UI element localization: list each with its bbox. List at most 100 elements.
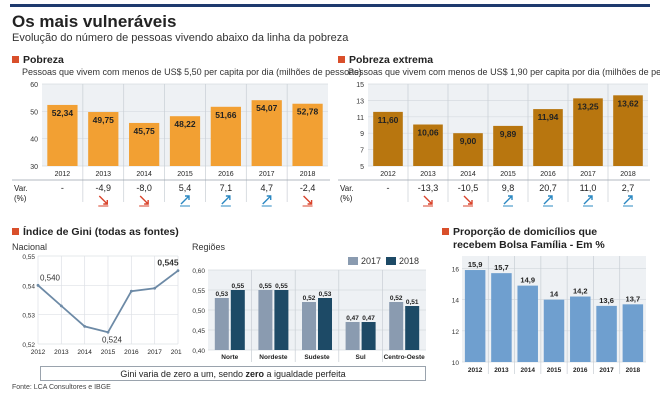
gini-nacional-chart: 0,52 0,53 0,54 0,55 2012 2013 2014 2015 2016 2017…: [22, 254, 182, 356]
gini-point: [59, 304, 63, 308]
var-value: -8,0: [136, 183, 152, 193]
gini-note-pre: Gini varia de zero a um, sendo: [120, 369, 246, 379]
bar-2017: [345, 322, 360, 350]
bar: [533, 109, 563, 166]
bar: [129, 122, 160, 166]
extrema-chart: 5 7 9 11 13 15 11,60 2012 - 10,06 2013 -13,3 9,00 201…: [338, 82, 650, 207]
top-rule: [10, 4, 650, 7]
gini-heading-text: Índice de Gini (todas as fontes): [23, 226, 179, 238]
arrow-down-icon: [302, 195, 313, 207]
bar: [453, 133, 483, 166]
x-tick-label: Sudeste: [304, 354, 330, 361]
section-marker-icon: [12, 228, 19, 235]
x-tick-label: Sul: [356, 354, 366, 361]
bar-value-label: 14,9: [520, 276, 535, 285]
var-value: -4,9: [96, 183, 112, 193]
bar-2018: [318, 298, 332, 350]
y-tick-label: 0,50: [192, 308, 205, 315]
y-tick-label: 11: [357, 115, 364, 122]
pobreza-heading-text: Pobreza: [23, 54, 64, 66]
bar-value-label: 0,51: [406, 299, 419, 306]
x-tick-label: 2017: [259, 171, 275, 178]
x-tick-label: 2013: [54, 349, 69, 356]
x-tick-label: Centro-Oeste: [384, 354, 426, 361]
section-marker-icon: [442, 228, 449, 235]
y-tick-label: 16: [452, 266, 460, 273]
var-value: 7,1: [220, 183, 233, 193]
arrow-down-icon: [98, 195, 109, 207]
y-tick-label: 15: [356, 82, 364, 89]
extrema-heading: Pobreza extrema: [338, 54, 433, 66]
bar-2017: [302, 302, 316, 350]
bar-value-label: 0,53: [319, 291, 332, 298]
bolsa-heading-1-text: Proporção de domicílios que: [453, 226, 598, 238]
legend-2018-text: 2018: [399, 256, 420, 266]
pobreza-chart: 30 40 50 60 52,34 2012 - 49,75 2013 -4,9 45,75 2014…: [12, 82, 330, 207]
bar-value-label: 14,2: [573, 287, 588, 296]
section-marker-icon: [12, 56, 19, 63]
y-tick-label: 30: [30, 164, 38, 171]
x-tick-label: Norte: [221, 354, 238, 361]
bar-value-label: 45,75: [134, 126, 156, 136]
arrow-up-icon: [503, 195, 513, 207]
page-title: Os mais vulneráveis: [12, 12, 177, 31]
bar-value-label: 15,9: [468, 260, 483, 269]
x-tick-label: 2013: [420, 171, 436, 178]
var-value: -10,5: [458, 183, 479, 193]
var-value: 2,7: [622, 183, 635, 193]
bar-value-label: 9,00: [460, 136, 477, 146]
point-label: 0,524: [102, 335, 123, 344]
arrow-up-icon: [220, 195, 231, 207]
bar: [251, 100, 282, 166]
x-tick-label: 2015: [547, 367, 562, 374]
gini-point: [129, 289, 133, 293]
x-tick-label: 2017: [599, 367, 614, 374]
bar-2017: [389, 302, 404, 350]
bar: [169, 116, 201, 166]
legend-swatch-2018: [386, 257, 396, 265]
var-value: -: [61, 183, 64, 193]
arrow-up-icon: [543, 195, 553, 207]
x-tick-label: 2015: [101, 349, 116, 356]
x-tick-label: 2012: [55, 171, 71, 178]
arrow-up-icon: [261, 195, 272, 207]
arrow-down-icon: [463, 195, 473, 207]
x-tick-label: 2018: [171, 349, 182, 356]
y-tick-label: 5: [360, 164, 364, 171]
bar-value-label: 13,25: [577, 101, 599, 111]
bar: [373, 111, 403, 166]
bar-2017: [214, 298, 229, 350]
bar-value-label: 10,06: [417, 128, 439, 138]
gini-point: [83, 325, 87, 328]
bar-value-label: 0,53: [215, 291, 228, 298]
gini-point: [176, 269, 180, 273]
x-tick-label: 2016: [218, 171, 234, 178]
bar: [622, 304, 644, 362]
bar: [210, 106, 241, 166]
var-value: 5,4: [179, 183, 192, 193]
bar-value-label: 11,94: [538, 112, 559, 122]
y-tick-label: 40: [30, 137, 38, 144]
y-tick-label: 0,40: [192, 348, 205, 355]
x-tick-label: 2013: [95, 171, 111, 178]
bar-value-label: 51,66: [215, 110, 237, 120]
gini-regioes-label: Regiões: [192, 242, 226, 252]
x-tick-label: 2012: [31, 349, 46, 356]
y-tick-label: 13: [356, 98, 364, 105]
bar-value-label: 52,34: [52, 108, 74, 118]
x-tick-label: 2016: [540, 171, 556, 178]
y-tick-label: 12: [452, 329, 460, 336]
var-label: Var.: [340, 184, 354, 193]
extrema-description: Pessoas que vivem com menos de US$ 1,90 …: [348, 67, 660, 77]
arrow-down-icon: [139, 195, 150, 207]
point-label: 0,540: [40, 273, 61, 282]
bar-value-label: 52,78: [297, 107, 319, 117]
y-tick-label: 0,53: [22, 313, 35, 320]
y-tick-label: 0,55: [22, 254, 35, 261]
x-tick-label: 2018: [300, 171, 316, 178]
bar: [543, 299, 565, 362]
var-label: (%): [14, 194, 27, 203]
var-value: -2,4: [300, 183, 316, 193]
bar-value-label: 14: [550, 290, 559, 299]
bar-value-label: 0,52: [390, 295, 403, 302]
